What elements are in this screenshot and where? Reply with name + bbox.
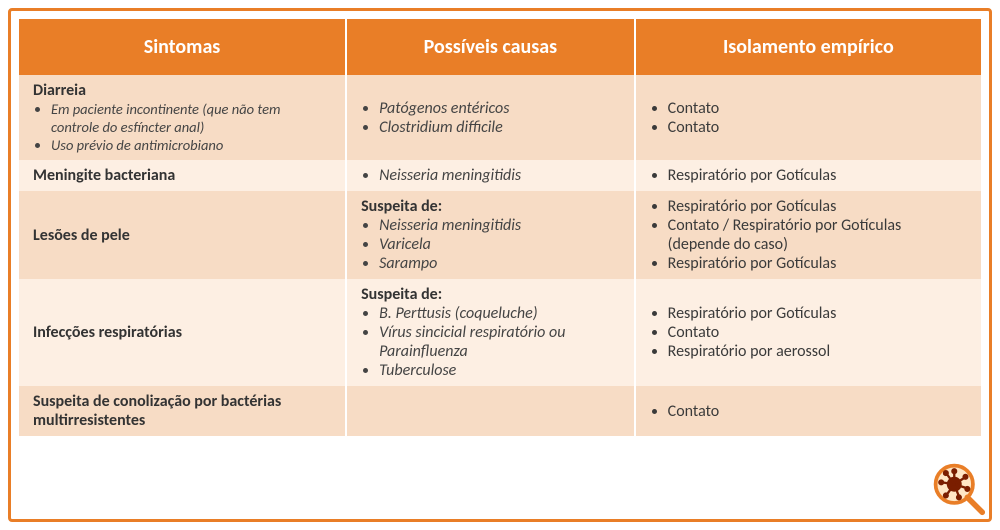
cause-bullet: Patógenos entéricos [379, 99, 620, 118]
cause-bullet: Clostridium difficile [379, 118, 620, 137]
header-isolation: Isolamento empírico [635, 19, 981, 75]
cause-bullet: Tuberculose [379, 361, 620, 380]
isolation-bullet: Contato / Respiratório por Gotículas (de… [668, 216, 967, 254]
symptom-title: Diarreia [33, 81, 331, 100]
cause-bullet: Sarampo [379, 254, 620, 273]
cause-bullet: Neisseria meningitidis [379, 166, 620, 185]
header-symptoms: Sintomas [19, 19, 346, 75]
cell-cause: Suspeita de:Neisseria meningitidisVarice… [346, 191, 635, 279]
cell-symptom: Infecções respiratórias [19, 279, 346, 386]
cause-bullets: Neisseria meningitidis [361, 166, 620, 185]
cause-bullet: Varicela [379, 235, 620, 254]
table-frame: Sintomas Possíveis causas Isolamento emp… [8, 8, 992, 522]
header-causes: Possíveis causas [346, 19, 635, 75]
isolation-bullet: Contato [668, 402, 967, 421]
cell-isolation: Contato [635, 386, 981, 436]
symptom-subbullet: Em paciente incontinente (que não tem co… [51, 100, 331, 136]
cell-symptom: Meningite bacteriana [19, 160, 346, 191]
isolation-bullets: Respiratório por Gotículas [650, 166, 967, 185]
magnifier-virus-icon [930, 460, 986, 516]
table-row: DiarreiaEm paciente incontinente (que nã… [19, 75, 981, 160]
cause-bullets: B. Perttusis (coqueluche)Vírus sincicial… [361, 304, 620, 380]
cause-bullets: Patógenos entéricosClostridium difficile [361, 99, 620, 137]
isolation-bullet: Respiratório por Gotículas [668, 254, 967, 273]
cell-symptom: Suspeita de conolização por bactérias mu… [19, 386, 346, 436]
isolation-bullet: Respiratório por Gotículas [668, 304, 967, 323]
cause-lead: Suspeita de: [361, 197, 620, 216]
symptom-subbullets: Em paciente incontinente (que não tem co… [33, 100, 331, 154]
cause-bullet: Vírus sincicial respiratório ou Parainfl… [379, 323, 620, 361]
cell-cause [346, 386, 635, 436]
isolation-bullets: ContatoContato [650, 99, 967, 137]
isolation-bullets: Respiratório por GotículasContato / Resp… [650, 197, 967, 273]
table-body: DiarreiaEm paciente incontinente (que nã… [19, 75, 981, 436]
cause-bullet: Neisseria meningitidis [379, 216, 620, 235]
isolation-bullet: Contato [668, 118, 967, 137]
symptom-title: Meningite bacteriana [33, 166, 331, 185]
cell-isolation: Respiratório por GotículasContatoRespira… [635, 279, 981, 386]
cell-cause: Neisseria meningitidis [346, 160, 635, 191]
table-row: Suspeita de conolização por bactérias mu… [19, 386, 981, 436]
cell-isolation: ContatoContato [635, 75, 981, 160]
table-header-row: Sintomas Possíveis causas Isolamento emp… [19, 19, 981, 75]
isolation-bullet: Respiratório por Gotículas [668, 166, 967, 185]
cell-isolation: Respiratório por Gotículas [635, 160, 981, 191]
cell-symptom: DiarreiaEm paciente incontinente (que nã… [19, 75, 346, 160]
isolation-bullets: Contato [650, 402, 967, 421]
isolation-bullet: Contato [668, 99, 967, 118]
isolation-bullet: Respiratório por Gotículas [668, 197, 967, 216]
cell-symptom: Lesões de pele [19, 191, 346, 279]
cause-bullet: B. Perttusis (coqueluche) [379, 304, 620, 323]
isolation-bullets: Respiratório por GotículasContatoRespira… [650, 304, 967, 361]
cell-cause: Suspeita de:B. Perttusis (coqueluche)Vír… [346, 279, 635, 386]
cause-bullets: Neisseria meningitidisVaricelaSarampo [361, 216, 620, 273]
cell-isolation: Respiratório por GotículasContato / Resp… [635, 191, 981, 279]
isolation-table: Sintomas Possíveis causas Isolamento emp… [19, 19, 981, 436]
symptom-subbullet: Uso prévio de antimicrobiano [51, 136, 331, 154]
isolation-bullet: Contato [668, 323, 967, 342]
table-row: Infecções respiratórias Suspeita de:B. Pe… [19, 279, 981, 386]
isolation-bullet: Respiratório por aerossol [668, 342, 967, 361]
table-row: Lesões de pele Suspeita de:Neisseria meni… [19, 191, 981, 279]
cause-lead: Suspeita de: [361, 285, 620, 304]
symptom-title: Infecções respiratórias [33, 323, 331, 342]
table-row: Meningite bacteriana Neisseria meningitid… [19, 160, 981, 191]
cell-cause: Patógenos entéricosClostridium difficile [346, 75, 635, 160]
symptom-title: Suspeita de conolização por bactérias mu… [33, 392, 331, 430]
symptom-title: Lesões de pele [33, 226, 331, 245]
